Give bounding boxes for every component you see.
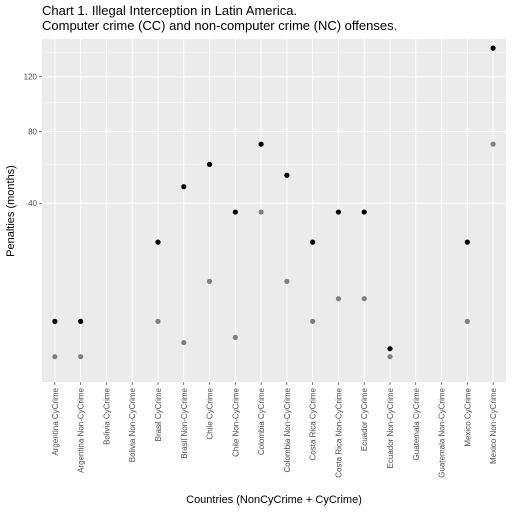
point-series1-4 [155,318,161,324]
point-series1-0 [52,354,58,360]
point-series0-7 [232,209,238,215]
point-series1-5 [181,339,187,346]
plot-panel [42,39,506,382]
x-tick-label-12: Ecuador CyCrime [360,387,369,451]
y-axis: 40 80 120 [24,73,42,208]
x-tick-label-13: Ecuador Non-CyCrime [386,387,395,468]
point-series1-1 [78,354,84,360]
point-series0-6 [206,161,213,167]
x-tick-label-5: Brasil Non-CyCrime [180,387,189,458]
data-points [52,45,496,360]
chart-subtitle: Computer crime (CC) and non-computer cri… [42,18,397,33]
point-series1-9 [284,278,290,284]
point-series1-8 [258,209,264,215]
x-tick-label-1: Argentina Non-CyCrime [77,387,86,472]
x-tick-label-16: Mexico CyCrime [463,387,472,446]
x-tick-label-15: Guatemala Non-CyCrime [438,387,447,477]
point-series0-5 [181,184,187,190]
x-tick-label-6: Chile CyCrime [206,387,215,439]
point-series1-6 [206,278,213,284]
x-tick-label-7: Chile Non-CyCrime [231,387,240,456]
x-tick-label-2: Bolivia CyCrime [102,387,111,444]
x-tick-label-11: Costa Rica Non-CyCrime [334,387,343,477]
x-axis: Argentina CyCrime Argentina Non-CyCrime Bo… [51,382,498,478]
point-series0-1 [78,318,84,324]
x-tick-label-10: Costa Rica CyCrime [309,387,318,460]
point-series1-11 [335,296,342,302]
x-tick-label-14: Guatemala CyCrime [412,387,421,460]
point-series1-17 [490,141,496,147]
point-series1-12 [361,296,367,302]
point-series0-17 [490,45,496,51]
point-series1-16 [464,318,470,324]
point-series0-10 [310,239,316,245]
x-tick-label-17: Mexico Non-CyCrime [489,387,498,464]
x-tick-label-0: Argentina CyCrime [51,387,60,455]
point-series0-16 [464,239,470,245]
point-series0-11 [335,209,342,215]
point-series0-0 [52,318,58,324]
point-series1-13 [387,354,393,360]
y-tick-label-120: 120 [24,73,38,82]
x-tick-label-3: Bolivia Non-CyCrime [128,387,137,462]
point-series1-7 [232,334,238,340]
x-tick-label-9: Colombia Non-CyCrime [283,387,292,472]
y-tick-label-80: 80 [28,128,37,137]
point-series0-4 [155,239,161,245]
point-series1-10 [310,318,316,324]
y-tick-label-40: 40 [28,199,37,208]
y-axis-title: Penalties (months) [5,165,17,257]
point-series0-8 [258,141,264,147]
x-axis-title: Countries (NonCyCrime + CyCrime) [186,494,362,506]
point-series0-12 [361,209,367,215]
x-tick-label-4: Brasil CyCrime [154,387,163,441]
point-series0-9 [284,172,290,178]
chart-title: Chart 1. Illegal Interception in Latin A… [42,3,297,18]
point-series0-13 [387,346,393,352]
x-tick-label-8: Colombia CyCrime [257,387,266,455]
